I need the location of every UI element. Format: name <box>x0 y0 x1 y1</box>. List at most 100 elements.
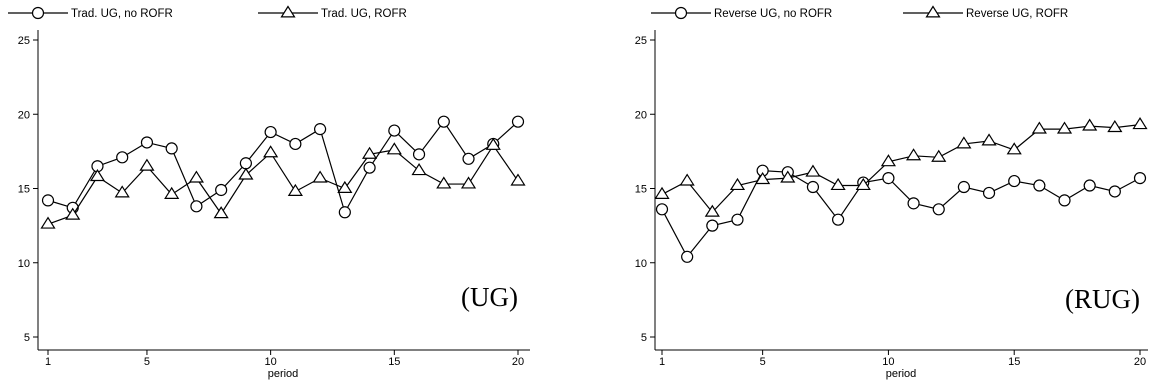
data-point <box>215 183 228 197</box>
data-point <box>855 177 871 191</box>
data-point <box>1083 179 1096 192</box>
data-point <box>982 186 996 200</box>
data-point <box>1108 185 1121 198</box>
data-point <box>165 142 178 155</box>
data-point <box>411 163 427 176</box>
data-point <box>460 176 477 189</box>
data-point <box>436 176 452 189</box>
data-point <box>511 115 525 128</box>
data-point <box>706 219 719 232</box>
data-point <box>312 170 328 183</box>
data-point <box>956 136 972 149</box>
data-point <box>1133 172 1147 185</box>
series-line-0 <box>47 120 519 214</box>
data-point <box>957 180 970 194</box>
data-point <box>337 180 353 193</box>
y-tick-label: 20 <box>18 109 30 121</box>
data-point <box>462 152 475 165</box>
legend-marker <box>925 5 941 18</box>
data-point <box>361 146 378 159</box>
data-point <box>907 197 920 210</box>
data-point <box>806 180 820 194</box>
data-point <box>188 170 205 183</box>
data-point <box>65 207 81 220</box>
data-point <box>510 173 526 186</box>
data-point <box>89 168 106 182</box>
x-tick-label: 5 <box>144 356 150 368</box>
data-point <box>140 136 154 149</box>
x-tick-label: 15 <box>388 356 400 368</box>
data-point <box>289 137 302 151</box>
y-tick-label: 15 <box>18 184 30 196</box>
data-point <box>263 145 279 158</box>
data-point <box>780 170 796 183</box>
data-point <box>832 213 845 226</box>
x-tick-label: 15 <box>1008 356 1020 368</box>
y-tick-label: 5 <box>641 332 647 344</box>
y-tick-label: 10 <box>635 258 647 270</box>
data-point <box>932 203 945 216</box>
data-point <box>731 213 744 226</box>
x-tick-label: 1 <box>659 356 665 368</box>
panel-annotation: (RUG) <box>1065 284 1140 314</box>
series-line-0 <box>661 170 1141 258</box>
data-point <box>388 124 401 137</box>
y-tick-label: 10 <box>18 258 30 270</box>
data-point <box>679 173 695 186</box>
data-point <box>485 137 501 150</box>
data-point <box>1006 142 1022 155</box>
data-point <box>213 206 229 219</box>
y-tick-label: 25 <box>18 35 30 47</box>
data-point <box>882 172 895 185</box>
data-point <box>1033 179 1046 192</box>
data-point <box>116 151 129 164</box>
legend-label: Reverse UG, ROFR <box>966 8 1068 20</box>
panel-annotation: (UG) <box>461 282 518 312</box>
data-point <box>729 177 746 191</box>
data-point <box>805 164 821 177</box>
data-point <box>314 123 327 136</box>
data-point <box>755 171 771 185</box>
x-tick-label: 5 <box>760 356 766 368</box>
data-point <box>164 186 180 199</box>
data-point <box>1107 119 1123 133</box>
y-tick-label: 5 <box>24 332 30 344</box>
legend-marker <box>280 5 296 18</box>
data-point <box>1132 117 1148 130</box>
data-point <box>40 216 56 229</box>
data-point <box>1031 121 1047 134</box>
data-point <box>681 250 694 263</box>
data-point <box>654 186 670 199</box>
data-point <box>114 185 130 198</box>
x-tick-label: 20 <box>1134 356 1146 368</box>
y-tick-label: 15 <box>635 184 647 196</box>
y-tick-label: 25 <box>635 35 647 47</box>
data-point <box>905 148 922 161</box>
data-point <box>880 154 897 167</box>
x-axis-title: period <box>268 368 299 380</box>
data-point <box>1056 121 1073 134</box>
data-point <box>363 161 376 174</box>
data-point <box>139 158 155 171</box>
data-point <box>1058 194 1071 207</box>
data-point <box>338 206 351 219</box>
x-tick-label: 10 <box>882 356 894 368</box>
data-point <box>239 157 252 170</box>
data-point <box>238 167 254 180</box>
legend-label: Reverse UG, no ROFR <box>714 8 832 20</box>
x-tick-label: 1 <box>45 356 51 368</box>
x-axis-title: period <box>886 368 917 380</box>
data-point <box>655 203 669 216</box>
data-point <box>190 200 203 213</box>
data-point <box>412 148 426 161</box>
data-point <box>981 133 997 146</box>
legend-label: Trad. UG, ROFR <box>321 8 407 20</box>
x-tick-label: 20 <box>512 356 524 368</box>
data-point <box>386 142 402 155</box>
y-tick-label: 20 <box>635 109 647 121</box>
data-point <box>264 125 277 139</box>
data-point <box>41 194 55 207</box>
